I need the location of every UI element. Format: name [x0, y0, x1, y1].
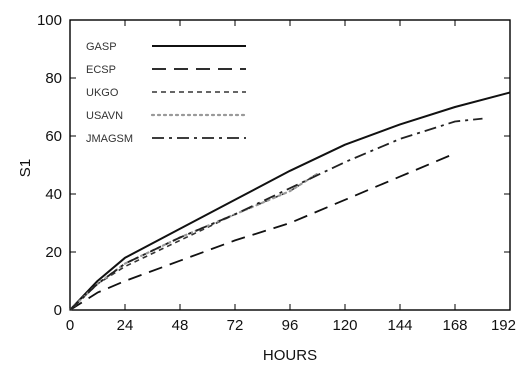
- x-tick-label: 192: [491, 317, 516, 334]
- x-tick-label: 120: [332, 317, 357, 334]
- x-tick-label: 72: [227, 317, 244, 334]
- x-axis-label: HOURS: [263, 347, 317, 364]
- series-line-ecsp: [69, 152, 456, 311]
- series-line-usavn: [68, 172, 319, 312]
- x-tick-label: 0: [66, 317, 74, 334]
- y-tick-label: 40: [45, 186, 62, 203]
- x-tick-label: 48: [172, 317, 189, 334]
- legend-label: ECSP: [86, 64, 116, 76]
- y-axis-label: S1: [17, 159, 34, 177]
- x-tick-label: 168: [442, 317, 467, 334]
- y-tick-label: 0: [54, 302, 62, 319]
- y-axis: 0 20 40 60 80 100: [37, 12, 510, 319]
- legend-label: UKGO: [86, 87, 119, 99]
- x-tick-label: 24: [117, 317, 134, 334]
- y-tick-label: 20: [45, 244, 62, 261]
- legend-label: GASP: [86, 41, 117, 53]
- series-line-jmagsm: [69, 117, 483, 311]
- y-tick-label: 60: [45, 128, 62, 145]
- x-tick-label: 96: [282, 317, 299, 334]
- y-tick-label: 80: [45, 70, 62, 87]
- y-tick-label: 100: [37, 12, 62, 29]
- legend-label: USAVN: [86, 110, 123, 122]
- plot-area: [69, 19, 511, 311]
- series-line-gasp: [69, 91, 511, 311]
- legend: GASP ECSP UKGO USAVN JMAGSM: [86, 41, 248, 145]
- series-group: [68, 91, 511, 312]
- x-axis: 0 24 48 72 96 120 144 168 192: [66, 20, 516, 334]
- legend-label: JMAGSM: [86, 133, 133, 145]
- x-tick-label: 144: [387, 317, 412, 334]
